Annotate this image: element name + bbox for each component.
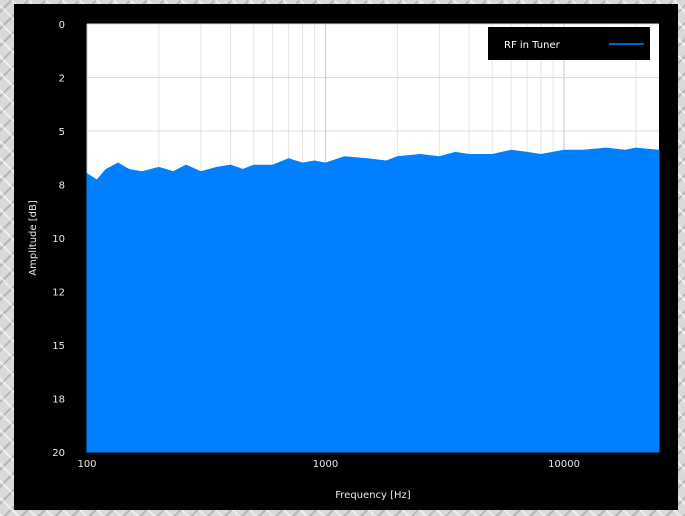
- y-axis-label: Amplitude [dB]: [28, 200, 39, 276]
- y-tick-label: 20: [52, 448, 65, 459]
- y-tick-label: 18: [52, 395, 65, 406]
- series-area: [86, 147, 660, 453]
- series-layer: [86, 147, 660, 453]
- chart-svg: 100 1000 10000 0 2 5 8 10 12 15 18 20 Frequency [Hz…: [28, 20, 660, 501]
- tick-labels: 100 1000 10000 0 2 5 8 10 12 15 18 20: [52, 20, 580, 470]
- legend: RF in Tuner: [488, 27, 650, 60]
- y-tick-label: 2: [59, 74, 65, 85]
- legend-label: RF in Tuner: [504, 40, 561, 51]
- x-tick-label: 1000: [313, 459, 338, 470]
- y-tick-label: 10: [52, 234, 65, 245]
- chart-frame: 100 1000 10000 0 2 5 8 10 12 15 18 20 Frequency [Hz…: [14, 4, 678, 510]
- x-axis-label: Frequency [Hz]: [335, 490, 411, 501]
- y-tick-label: 12: [52, 288, 65, 299]
- y-tick-label: 5: [59, 127, 65, 138]
- y-tick-label: 8: [59, 181, 65, 192]
- x-tick-label: 100: [77, 459, 96, 470]
- x-tick-label: 10000: [548, 459, 580, 470]
- y-tick-label: 0: [59, 20, 65, 31]
- y-tick-label: 15: [52, 341, 65, 352]
